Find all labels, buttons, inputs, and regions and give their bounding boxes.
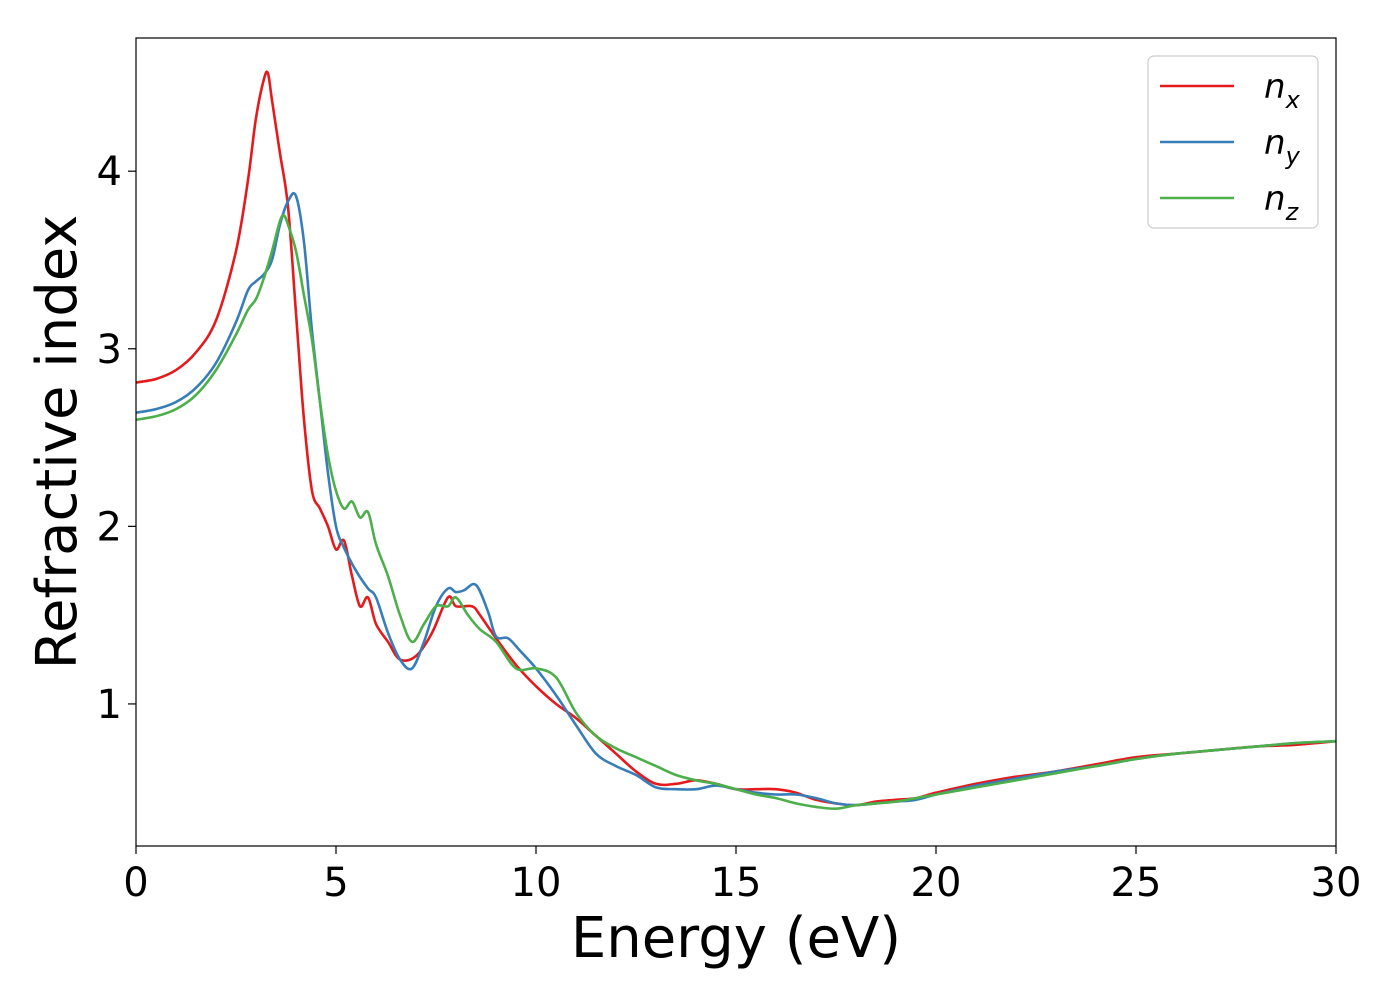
series-line-y <box>136 192 1336 807</box>
x-tick-label: 20 <box>911 860 962 906</box>
x-tick-label: 0 <box>123 860 148 906</box>
x-tick-label: 10 <box>511 860 562 906</box>
plot-lines <box>136 70 1336 811</box>
legend-label-z: nz <box>1264 179 1300 226</box>
x-tick-label: 15 <box>711 860 762 906</box>
series-line-z <box>136 214 1336 811</box>
x-tick-label: 5 <box>323 860 348 906</box>
x-tick-label: 25 <box>1111 860 1162 906</box>
y-tick-label: 2 <box>97 504 122 550</box>
y-axis-title: Refractive index <box>25 215 90 670</box>
legend: nx ny nz <box>1147 55 1319 229</box>
x-tick-label: 30 <box>1311 860 1362 906</box>
y-axis-ticks: 1 2 3 4 <box>97 149 136 728</box>
y-tick-label: 1 <box>97 682 122 728</box>
x-axis-ticks: 0 5 10 15 20 25 30 <box>123 846 1361 906</box>
x-axis-title: Energy (eV) <box>571 906 901 971</box>
y-tick-label: 4 <box>97 149 122 195</box>
legend-label-x: nx <box>1264 67 1301 114</box>
y-tick-label: 3 <box>97 327 122 373</box>
legend-label-y: ny <box>1264 123 1301 170</box>
